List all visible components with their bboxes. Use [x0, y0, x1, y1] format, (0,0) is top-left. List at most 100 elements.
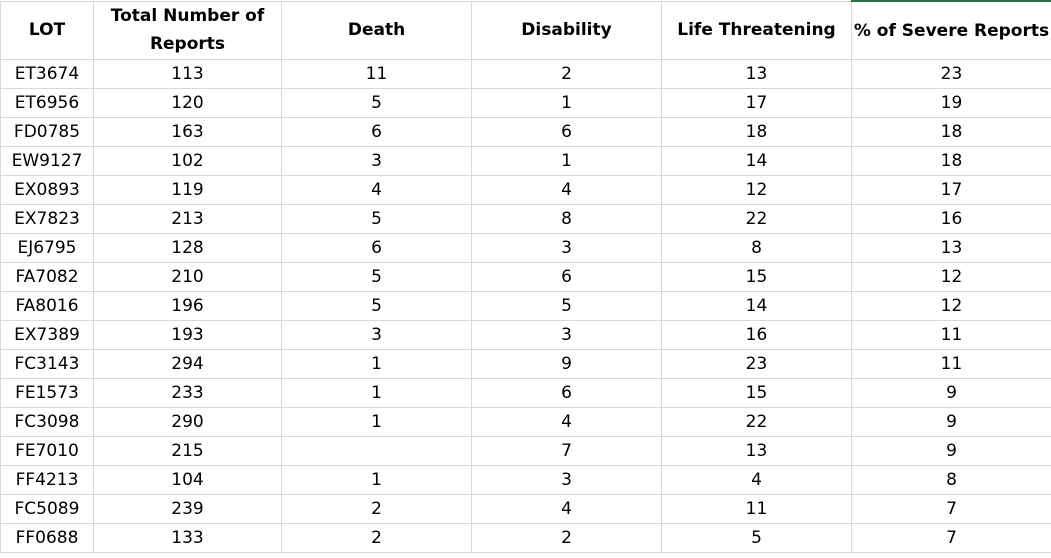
death-cell[interactable]: 6 [281, 233, 472, 263]
life-threatening-cell[interactable]: 15 [661, 262, 852, 292]
severe-percent-cell[interactable]: 19 [851, 88, 1051, 118]
severe-percent-cell[interactable]: 16 [851, 204, 1051, 234]
disability-cell[interactable]: 3 [471, 233, 662, 263]
death-cell[interactable]: 1 [281, 407, 472, 437]
disability-cell[interactable]: 4 [471, 407, 662, 437]
life-threatening-cell[interactable]: 15 [661, 378, 852, 408]
severe-percent-cell[interactable]: 11 [851, 349, 1051, 379]
death-cell[interactable]: 5 [281, 88, 472, 118]
life-threatening-cell[interactable]: 12 [661, 175, 852, 205]
total-reports-cell[interactable]: 113 [93, 59, 282, 89]
total-reports-cell[interactable]: 233 [93, 378, 282, 408]
lot-cell[interactable]: EX7389 [0, 320, 94, 350]
life-threatening-cell[interactable]: 13 [661, 436, 852, 466]
header-cell-death[interactable]: Death [281, 0, 472, 60]
lot-cell[interactable]: FA8016 [0, 291, 94, 321]
severe-percent-cell[interactable]: 18 [851, 146, 1051, 176]
life-threatening-cell[interactable]: 22 [661, 204, 852, 234]
severe-percent-cell[interactable]: 7 [851, 494, 1051, 524]
severe-percent-cell[interactable]: 12 [851, 291, 1051, 321]
disability-cell[interactable]: 9 [471, 349, 662, 379]
lot-cell[interactable]: FC5089 [0, 494, 94, 524]
lot-cell[interactable]: FC3098 [0, 407, 94, 437]
lot-cell[interactable]: FA7082 [0, 262, 94, 292]
death-cell[interactable]: 4 [281, 175, 472, 205]
lot-cell[interactable]: FF0688 [0, 523, 94, 553]
lot-cell[interactable]: EJ6795 [0, 233, 94, 263]
header-cell-disability[interactable]: Disability [471, 0, 662, 60]
lot-cell[interactable]: FF4213 [0, 465, 94, 495]
total-reports-cell[interactable]: 239 [93, 494, 282, 524]
death-cell[interactable]: 2 [281, 523, 472, 553]
disability-cell[interactable]: 6 [471, 262, 662, 292]
total-reports-cell[interactable]: 119 [93, 175, 282, 205]
death-cell[interactable]: 11 [281, 59, 472, 89]
death-cell[interactable]: 1 [281, 378, 472, 408]
lot-cell[interactable]: EX0893 [0, 175, 94, 205]
disability-cell[interactable]: 5 [471, 291, 662, 321]
severe-percent-cell[interactable]: 13 [851, 233, 1051, 263]
death-cell[interactable]: 3 [281, 320, 472, 350]
total-reports-cell[interactable]: 193 [93, 320, 282, 350]
life-threatening-cell[interactable]: 14 [661, 146, 852, 176]
death-cell[interactable] [281, 436, 472, 466]
header-cell-lot[interactable]: LOT [0, 0, 94, 60]
life-threatening-cell[interactable]: 4 [661, 465, 852, 495]
severe-percent-cell[interactable]: 8 [851, 465, 1051, 495]
header-cell-severe-percent[interactable]: % of Severe Reports [851, 0, 1051, 60]
total-reports-cell[interactable]: 196 [93, 291, 282, 321]
life-threatening-cell[interactable]: 17 [661, 88, 852, 118]
death-cell[interactable]: 3 [281, 146, 472, 176]
header-cell-life-threatening[interactable]: Life Threatening [661, 0, 852, 60]
life-threatening-cell[interactable]: 16 [661, 320, 852, 350]
total-reports-cell[interactable]: 294 [93, 349, 282, 379]
disability-cell[interactable]: 2 [471, 523, 662, 553]
disability-cell[interactable]: 3 [471, 320, 662, 350]
severe-percent-cell[interactable]: 12 [851, 262, 1051, 292]
severe-percent-cell[interactable]: 23 [851, 59, 1051, 89]
disability-cell[interactable]: 4 [471, 494, 662, 524]
life-threatening-cell[interactable]: 22 [661, 407, 852, 437]
life-threatening-cell[interactable]: 11 [661, 494, 852, 524]
lot-cell[interactable]: FE7010 [0, 436, 94, 466]
severe-percent-cell[interactable]: 17 [851, 175, 1051, 205]
life-threatening-cell[interactable]: 5 [661, 523, 852, 553]
lot-cell[interactable]: ET6956 [0, 88, 94, 118]
severe-percent-cell[interactable]: 7 [851, 523, 1051, 553]
lot-cell[interactable]: FE1573 [0, 378, 94, 408]
death-cell[interactable]: 6 [281, 117, 472, 147]
total-reports-cell[interactable]: 290 [93, 407, 282, 437]
header-cell-total-reports[interactable]: Total Number of Reports [93, 0, 282, 60]
total-reports-cell[interactable]: 102 [93, 146, 282, 176]
disability-cell[interactable]: 8 [471, 204, 662, 234]
death-cell[interactable]: 5 [281, 204, 472, 234]
severe-percent-cell[interactable]: 11 [851, 320, 1051, 350]
disability-cell[interactable]: 1 [471, 88, 662, 118]
lot-cell[interactable]: EX7823 [0, 204, 94, 234]
disability-cell[interactable]: 3 [471, 465, 662, 495]
disability-cell[interactable]: 6 [471, 117, 662, 147]
severe-percent-cell[interactable]: 18 [851, 117, 1051, 147]
severe-percent-cell[interactable]: 9 [851, 378, 1051, 408]
death-cell[interactable]: 5 [281, 291, 472, 321]
lot-cell[interactable]: ET3674 [0, 59, 94, 89]
severe-percent-cell[interactable]: 9 [851, 436, 1051, 466]
total-reports-cell[interactable]: 128 [93, 233, 282, 263]
total-reports-cell[interactable]: 120 [93, 88, 282, 118]
disability-cell[interactable]: 2 [471, 59, 662, 89]
total-reports-cell[interactable]: 163 [93, 117, 282, 147]
disability-cell[interactable]: 6 [471, 378, 662, 408]
disability-cell[interactable]: 4 [471, 175, 662, 205]
disability-cell[interactable]: 7 [471, 436, 662, 466]
life-threatening-cell[interactable]: 18 [661, 117, 852, 147]
death-cell[interactable]: 2 [281, 494, 472, 524]
total-reports-cell[interactable]: 210 [93, 262, 282, 292]
total-reports-cell[interactable]: 133 [93, 523, 282, 553]
lot-cell[interactable]: FC3143 [0, 349, 94, 379]
death-cell[interactable]: 1 [281, 349, 472, 379]
lot-cell[interactable]: FD0785 [0, 117, 94, 147]
severe-percent-cell[interactable]: 9 [851, 407, 1051, 437]
disability-cell[interactable]: 1 [471, 146, 662, 176]
lot-cell[interactable]: EW9127 [0, 146, 94, 176]
total-reports-cell[interactable]: 213 [93, 204, 282, 234]
